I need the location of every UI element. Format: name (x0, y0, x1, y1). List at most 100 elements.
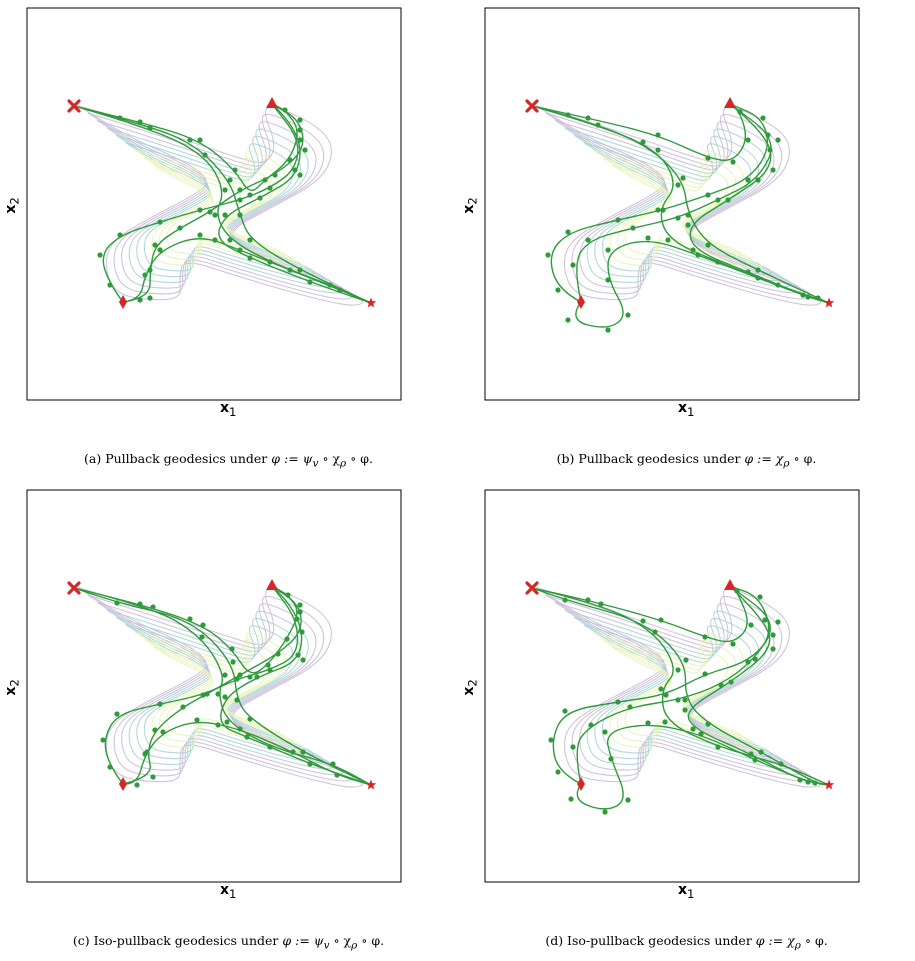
geodesic-point (770, 646, 776, 652)
density-contour (115, 616, 324, 764)
geodesic-point (655, 132, 661, 138)
geodesic-point (663, 692, 669, 698)
density-contour (611, 646, 743, 739)
plot-a (26, 7, 402, 401)
geodesic-point (662, 719, 668, 725)
geodesic-point (702, 634, 708, 640)
density-contour (545, 112, 812, 300)
xlabel-a: x1 (220, 400, 237, 419)
geodesic-point (640, 618, 646, 624)
geodesic-point (284, 636, 290, 642)
figure-panel-c: x1 x2 (c) Iso-pullback geodesics under φ… (0, 482, 457, 961)
geodesic-point (150, 604, 156, 610)
geodesic-point (232, 167, 238, 173)
geodesic-point (237, 726, 243, 732)
geodesic-point (237, 672, 243, 678)
geodesic-point (745, 659, 751, 665)
geodesic-point (227, 177, 233, 183)
star-marker (823, 297, 835, 308)
geodesic-point (204, 691, 210, 697)
geodesic-point (180, 704, 186, 710)
geodesic-point (297, 127, 303, 133)
geodesic-point (770, 167, 776, 173)
geodesic-point (745, 137, 751, 143)
geodesic-point (177, 225, 183, 231)
figure-panel-b: x1 x2 (b) Pullback geodesics under φ := … (458, 0, 915, 479)
geodesic-curve (531, 585, 748, 643)
geodesic-point (690, 726, 696, 732)
geodesic-point (645, 720, 651, 726)
geodesic-point (760, 115, 766, 121)
geodesic-curve (576, 724, 830, 810)
geodesic-point (187, 137, 193, 143)
density-contour (602, 639, 753, 745)
geodesic-point (307, 761, 313, 767)
geodesic-point (658, 686, 664, 692)
geodesic-curve (576, 585, 771, 785)
geodesic-point (562, 708, 568, 714)
geodesic-point (297, 267, 303, 273)
geodesic-point (247, 237, 253, 243)
density-contour (564, 609, 792, 770)
geodesic-point (718, 682, 724, 688)
geodesic-point (675, 697, 681, 703)
geodesic-point (570, 744, 576, 750)
geodesic-point (224, 719, 230, 725)
triangle-marker (266, 579, 278, 590)
geodesic-point (565, 229, 571, 235)
density-contour (573, 134, 782, 282)
density-contour (535, 104, 822, 306)
geodesic-point (698, 731, 704, 737)
plot-frame (484, 489, 860, 883)
ylabel-c: x2 (2, 679, 22, 696)
geodesic-point (142, 751, 148, 757)
geodesic-point (585, 115, 591, 121)
geodesic-point (267, 185, 273, 191)
geodesic-point (757, 594, 763, 600)
geodesic-point (758, 749, 764, 755)
geodesic-point (752, 656, 758, 662)
geodesic-point (275, 651, 281, 657)
diamond-marker (119, 777, 127, 791)
geodesic-point (755, 177, 761, 183)
geodesic-point (207, 209, 213, 215)
caption-d: (d) Iso-pullback geodesics under φ := χρ… (545, 933, 828, 952)
geodesic-point (134, 782, 140, 788)
cross-marker (67, 581, 81, 595)
geodesic-point (675, 182, 681, 188)
plot-d (484, 489, 860, 883)
geodesic-point (605, 247, 611, 253)
geodesic-point (152, 727, 158, 733)
star-marker (823, 779, 835, 790)
xlabel-d: x1 (678, 882, 695, 901)
geodesic-point (715, 744, 721, 750)
geodesic-point (187, 616, 193, 622)
geodesic-point (748, 622, 754, 628)
geodesic-point (605, 327, 611, 333)
density-contour (535, 586, 822, 788)
geodesic-point (247, 716, 253, 722)
geodesic-point (254, 674, 260, 680)
geodesic-point (585, 237, 591, 243)
geodesic-point (602, 809, 608, 815)
geodesic-point (287, 267, 293, 273)
geodesic-point (602, 729, 608, 735)
geodesic-point (297, 117, 303, 123)
geodesic-curve (73, 105, 372, 304)
geodesic-curve (73, 585, 298, 674)
plot-c (26, 489, 402, 883)
geodesic-point (237, 197, 243, 203)
geodesic-point (114, 711, 120, 717)
density-contour (106, 609, 334, 770)
geodesic-point (745, 269, 751, 275)
ylabel-d: x2 (460, 679, 480, 696)
geodesic-point (775, 137, 781, 143)
geodesic-point (630, 225, 636, 231)
geodesic-point (147, 295, 153, 301)
geodesic-point (683, 657, 689, 663)
geodesic-curve (220, 585, 372, 786)
figure-panel-d: x1 x2 (d) Iso-pullback geodesics under φ… (458, 482, 915, 961)
geodesic-point (728, 679, 734, 685)
geodesic-point (660, 207, 666, 213)
figure-panel-a: x1 x2 (a) Pullback geodesics under φ := … (0, 0, 457, 479)
